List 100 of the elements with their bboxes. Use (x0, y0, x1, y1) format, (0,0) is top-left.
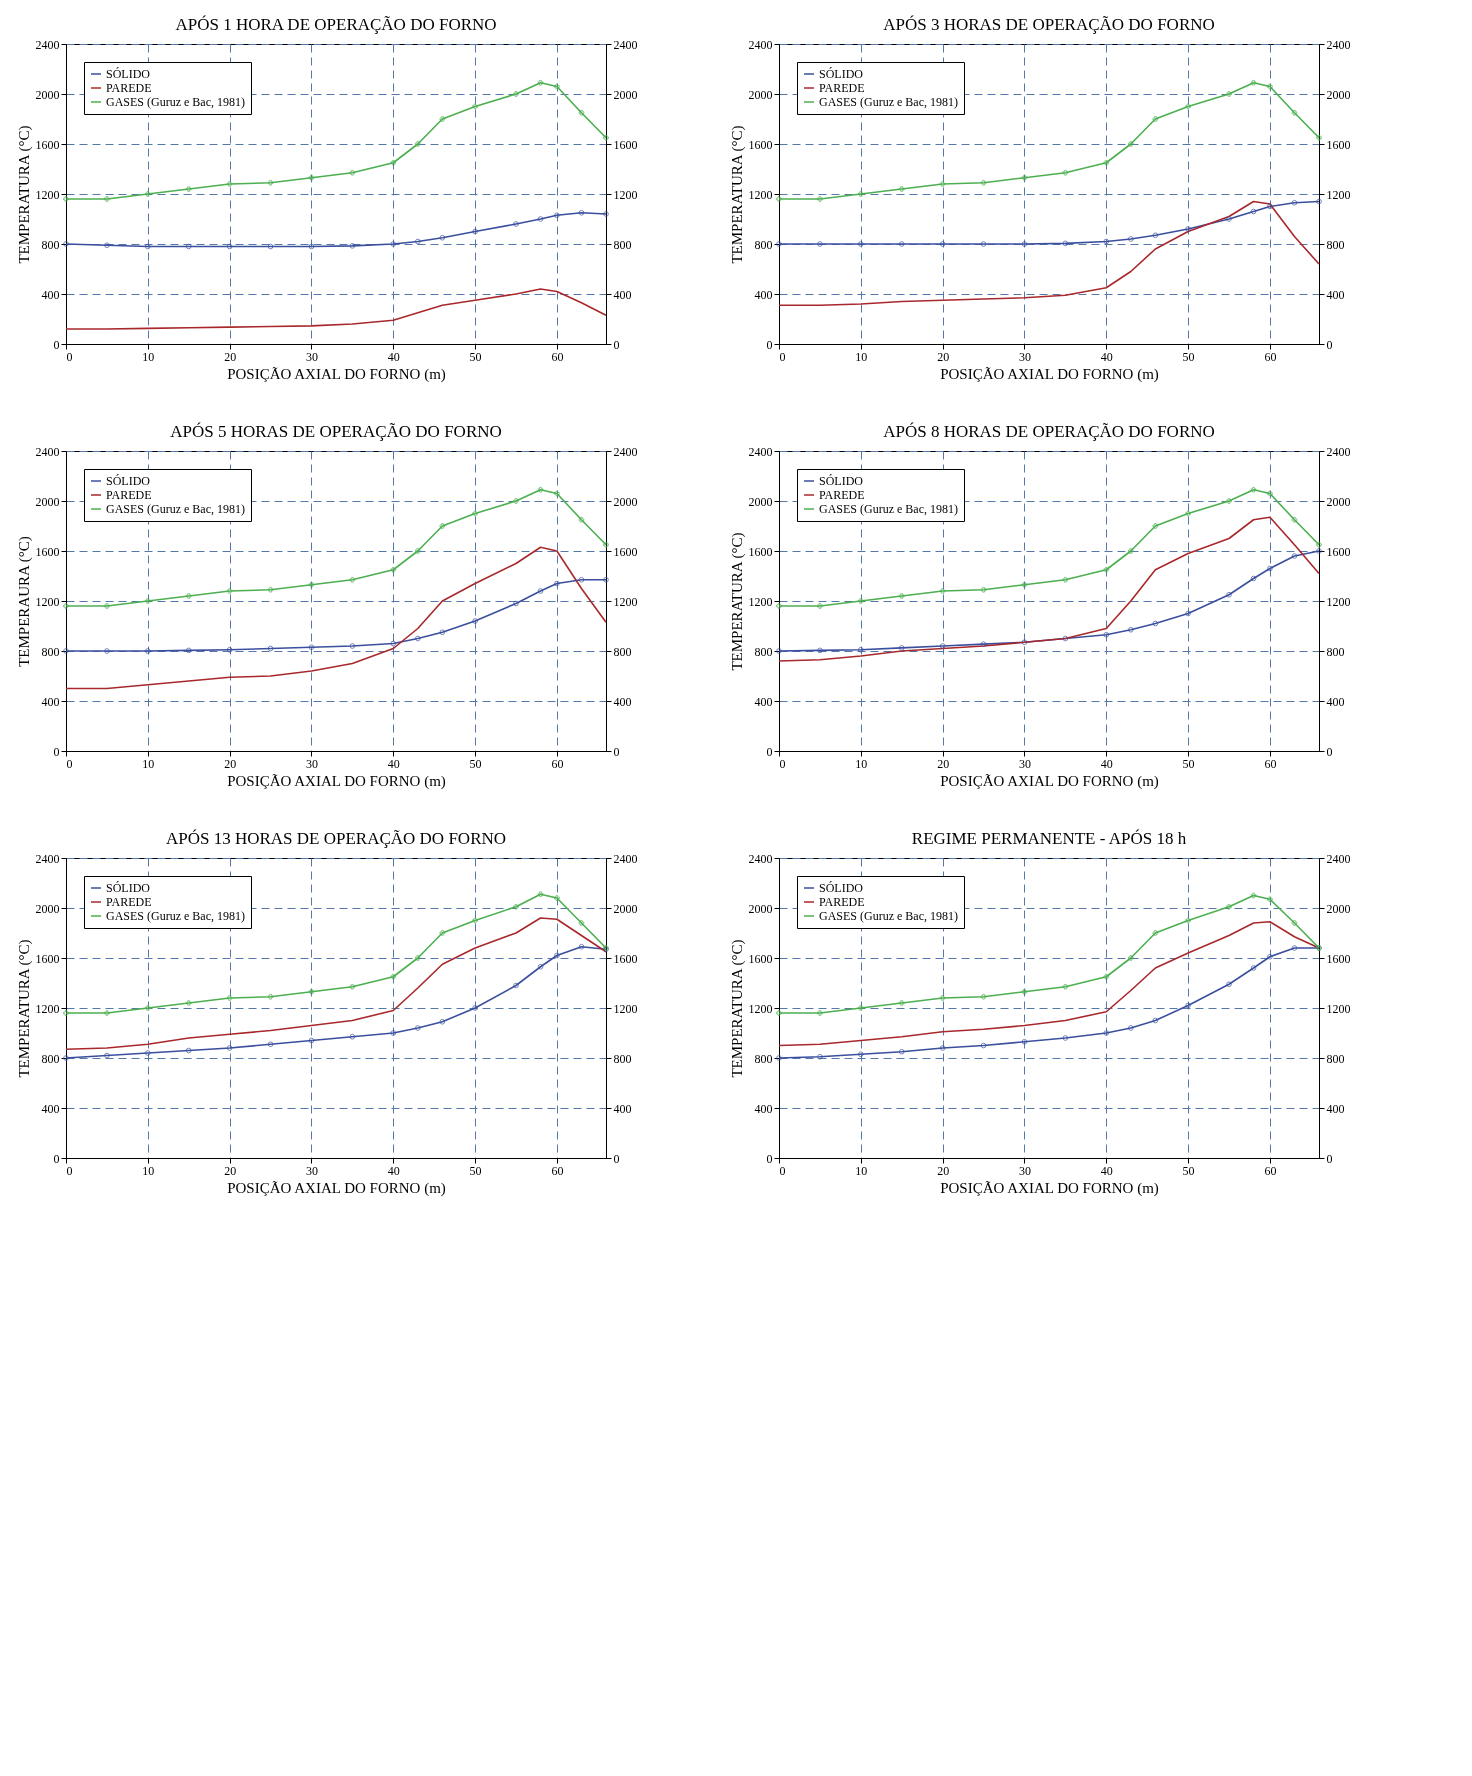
point (439, 234, 446, 241)
y-tick-label: 2000 (35, 87, 60, 102)
x-tick-label: 0 (66, 1163, 73, 1178)
y2-tick-label: 800 (613, 1051, 632, 1066)
point (1062, 983, 1069, 990)
point (472, 917, 478, 924)
x-tick-label: 30 (1018, 349, 1031, 364)
x-tick-label: 0 (779, 1163, 786, 1178)
y2-tick-label: 1600 (1326, 544, 1351, 559)
point (1062, 169, 1069, 176)
point (939, 995, 946, 1001)
point (1021, 174, 1028, 181)
point (1062, 240, 1069, 247)
point (1021, 1038, 1028, 1045)
legend-label: SÓLIDO (819, 881, 864, 895)
x-tick-label: 50 (469, 1163, 482, 1178)
y-tick-label: 0 (53, 337, 60, 352)
x-tick-label: 20 (224, 349, 237, 364)
line-series (65, 288, 607, 330)
x-tick-label: 10 (855, 349, 868, 364)
point (817, 241, 823, 247)
point (776, 603, 782, 609)
point (513, 221, 519, 227)
point (857, 191, 864, 197)
y2-tick-label: 2000 (613, 494, 638, 509)
x-axis-title: POSIÇÃO AXIAL DO FORNO (m) (940, 772, 1159, 790)
point (414, 141, 421, 147)
point (513, 498, 519, 504)
x-tick-label: 40 (1100, 349, 1113, 364)
point (980, 993, 987, 1000)
point (603, 134, 609, 141)
y2-tick-label: 1200 (1326, 1001, 1351, 1016)
y-tick-label: 800 (41, 1051, 60, 1066)
x-axis-title: POSIÇÃO AXIAL DO FORNO (m) (940, 365, 1159, 383)
y-tick-label: 0 (53, 1151, 60, 1166)
x-tick-label: 20 (224, 756, 237, 771)
point (308, 581, 315, 588)
x-tick-label: 60 (551, 1163, 564, 1178)
legend-label: GASES (Guruz e Bac, 1981) (106, 95, 245, 109)
x-tick-label: 10 (142, 756, 155, 771)
point (1291, 553, 1298, 559)
x-tick-label: 60 (551, 349, 564, 364)
x-tick-label: 30 (305, 756, 318, 771)
point (513, 91, 519, 97)
point (1267, 896, 1273, 903)
point (390, 973, 397, 980)
point (144, 648, 151, 654)
chart-title: APÓS 3 HORAS DE OPERAÇÃO DO FORNO (883, 15, 1215, 34)
y2-tick-label: 0 (613, 744, 620, 759)
y-tick-label: 2400 (35, 37, 60, 52)
point (1316, 541, 1322, 548)
point (1103, 159, 1110, 166)
y-tick-label: 2400 (35, 851, 60, 866)
point (1250, 79, 1257, 86)
point (414, 1025, 421, 1031)
point (980, 241, 987, 247)
point (537, 891, 544, 898)
point (1062, 1035, 1069, 1041)
point (308, 988, 315, 995)
point (1103, 631, 1110, 638)
y2-tick-label: 0 (1326, 744, 1333, 759)
y-tick-label: 1200 (748, 594, 773, 609)
legend-label: GASES (Guruz e Bac, 1981) (819, 95, 958, 109)
point (1185, 917, 1191, 924)
point (1152, 1017, 1159, 1024)
point (1152, 116, 1159, 122)
point (226, 1045, 233, 1051)
point (1021, 988, 1028, 995)
point (226, 181, 233, 187)
x-tick-label: 50 (1182, 756, 1195, 771)
point (349, 983, 356, 990)
point (578, 943, 585, 950)
y-tick-label: 800 (754, 644, 773, 659)
point (1316, 134, 1322, 141)
y2-tick-label: 1200 (613, 1001, 638, 1016)
legend-label: GASES (Guruz e Bac, 1981) (819, 502, 958, 516)
x-tick-label: 60 (1264, 349, 1277, 364)
point (1103, 973, 1110, 980)
point (578, 920, 585, 926)
y2-tick-label: 400 (1326, 1101, 1345, 1116)
y-tick-label: 400 (754, 694, 773, 709)
y-tick-label: 400 (41, 287, 60, 302)
chart-title: APÓS 13 HORAS DE OPERAÇÃO DO FORNO (165, 829, 507, 848)
point (1021, 581, 1028, 588)
chart-title: APÓS 8 HORAS DE OPERAÇÃO DO FORNO (883, 422, 1215, 441)
y-axis-title: TEMPERATURA (°C) (728, 532, 746, 671)
point (472, 228, 478, 235)
y2-tick-label: 1600 (613, 137, 638, 152)
point (1226, 591, 1232, 598)
y2-tick-label: 0 (613, 1151, 620, 1166)
point (1291, 920, 1298, 926)
point (857, 646, 864, 653)
point (1152, 930, 1159, 936)
y2-tick-label: 800 (1326, 237, 1345, 252)
point (1267, 203, 1273, 210)
legend-label: PAREDE (106, 488, 152, 502)
y-tick-label: 1200 (35, 187, 60, 202)
point (1062, 576, 1069, 583)
y-tick-label: 2400 (748, 851, 773, 866)
point (554, 895, 560, 901)
